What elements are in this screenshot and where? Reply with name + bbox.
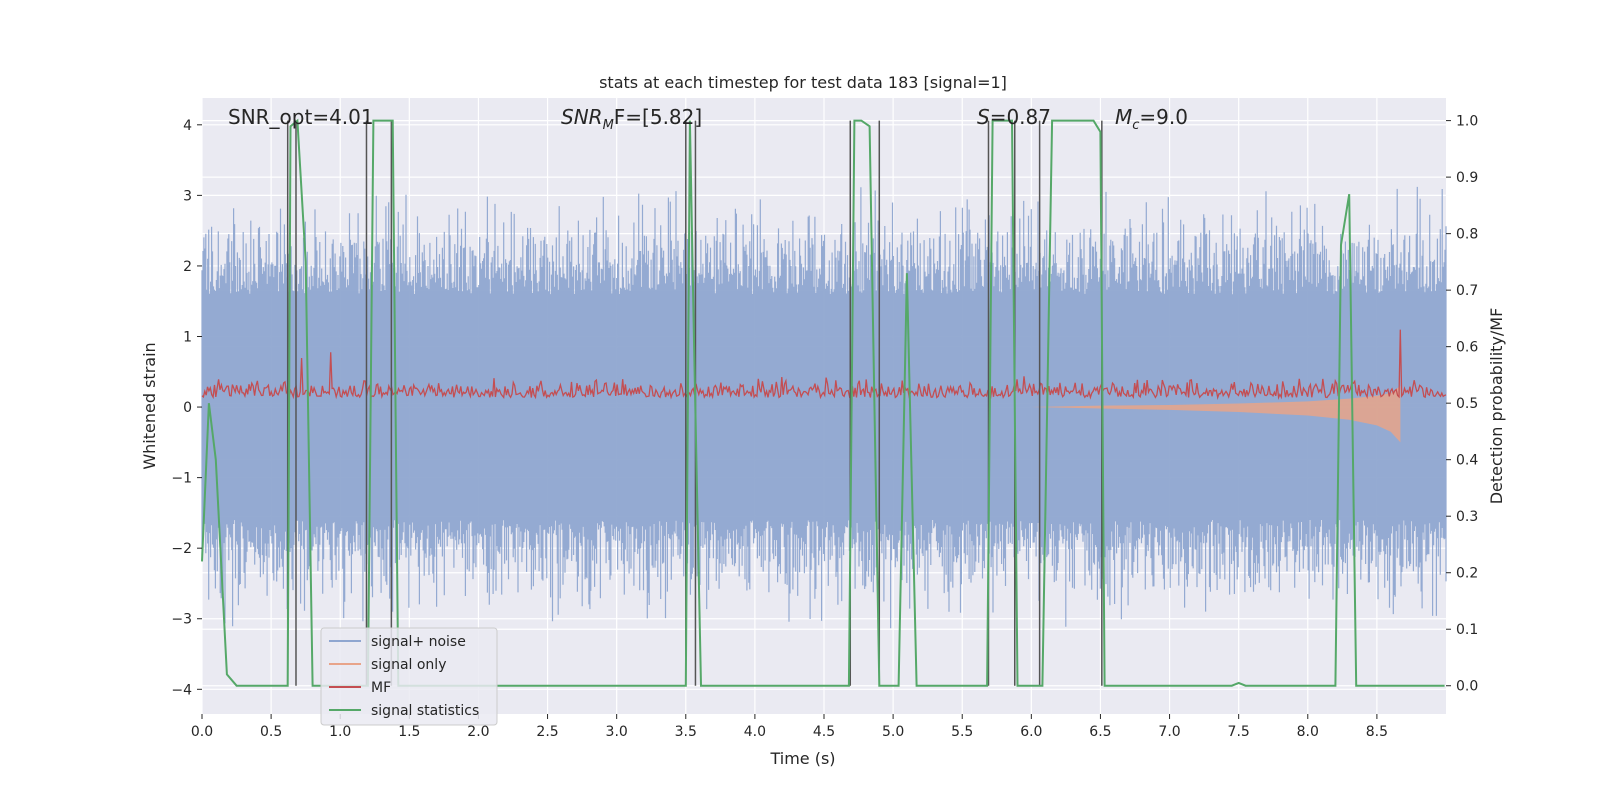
legend-label-signal-only: signal only xyxy=(371,657,446,673)
snr-mf-symbol: SNR xyxy=(561,105,603,129)
x-tick-label: 4.0 xyxy=(744,724,766,740)
y-right-tick-label: 0.1 xyxy=(1456,622,1478,638)
y-tick-label: 3 xyxy=(183,188,192,204)
series-mf xyxy=(201,329,1447,401)
snr-mf-subscript: M xyxy=(603,118,614,133)
mc-subscript: c xyxy=(1132,118,1139,133)
y-tick-label: 4 xyxy=(183,118,192,134)
x-tick-label: 0.5 xyxy=(260,724,282,740)
legend: signal+ noise signal only MF signal stat… xyxy=(320,627,498,726)
y-right-tick-label: 0.4 xyxy=(1456,453,1478,469)
s-annotation: S=0.87 xyxy=(977,105,1051,129)
x-tick-label: 2.0 xyxy=(467,724,489,740)
y-right-tick-label: 1.0 xyxy=(1456,114,1478,130)
y-right-tick-label: 0.0 xyxy=(1456,679,1478,695)
data-layer xyxy=(201,118,1447,687)
series-signal-only xyxy=(1031,385,1401,443)
legend-label-mf: MF xyxy=(371,680,391,696)
y-right-tick-label: 0.3 xyxy=(1456,509,1478,525)
series-signal-statistics xyxy=(201,118,1445,687)
y-right-tick-label: 0.8 xyxy=(1456,227,1478,243)
chart-title: stats at each timestep for test data 183… xyxy=(599,73,1007,92)
legend-label-signal-noise: signal+ noise xyxy=(371,634,466,650)
mc-value: =9.0 xyxy=(1139,105,1188,129)
x-tick-label: 7.5 xyxy=(1228,724,1250,740)
x-tick-label: 6.0 xyxy=(1020,724,1042,740)
legend-label-signal-statistics: signal statistics xyxy=(371,703,479,719)
y-tick-label: 0 xyxy=(183,400,192,416)
s-symbol: S xyxy=(977,105,990,129)
y-tick-label: −2 xyxy=(171,541,192,557)
y-right-tick-label: 0.2 xyxy=(1456,566,1478,582)
x-tick-label: 1.0 xyxy=(329,724,351,740)
y-right-tick-label: 0.7 xyxy=(1456,283,1478,299)
annotations: SNR_opt=4.01 SNRMF=[5.82] S=0.87 Mc=9.0 xyxy=(228,105,1188,133)
snr-opt-annotation: SNR_opt=4.01 xyxy=(228,105,374,129)
y-axis-right-label: Detection probability/MF xyxy=(1487,308,1506,505)
x-tick-label: 1.5 xyxy=(398,724,420,740)
x-tick-label: 2.5 xyxy=(536,724,558,740)
y-tick-label: −4 xyxy=(171,682,192,698)
s-value: =0.87 xyxy=(990,105,1051,129)
mc-annotation: Mc=9.0 xyxy=(1115,105,1188,133)
y-tick-label: 2 xyxy=(183,259,192,275)
y-tick-label: −3 xyxy=(171,612,192,628)
snr-mf-annotation: SNRMF=[5.82] xyxy=(561,105,702,133)
x-tick-label: 4.5 xyxy=(813,724,835,740)
x-tick-label: 3.5 xyxy=(675,724,697,740)
x-tick-label: 8.0 xyxy=(1297,724,1319,740)
y-axis-label: Whitened strain xyxy=(140,342,159,469)
x-tick-label: 0.0 xyxy=(191,724,213,740)
x-tick-label: 8.5 xyxy=(1366,724,1388,740)
x-tick-label: 5.5 xyxy=(951,724,973,740)
y-right-tick-label: 0.9 xyxy=(1456,170,1478,186)
axes-layer: 0.0 0.5 1.0 1.5 2.0 2.5 3.0 3.5 4.0 4.5 5.0 5.5 6.0 6… xyxy=(171,114,1478,740)
mc-symbol: M xyxy=(1115,105,1132,129)
x-tick-label: 6.5 xyxy=(1089,724,1111,740)
snr-mf-value: F=[5.82] xyxy=(614,105,702,129)
x-tick-label: 5.0 xyxy=(882,724,904,740)
y-tick-label: −1 xyxy=(171,471,192,487)
y-right-tick-label: 0.5 xyxy=(1456,396,1478,412)
legend-box xyxy=(320,627,498,726)
x-tick-label: 7.0 xyxy=(1158,724,1180,740)
x-axis-label: Time (s) xyxy=(769,749,835,768)
y-tick-label: 1 xyxy=(183,329,192,345)
x-tick-label: 3.0 xyxy=(606,724,628,740)
y-right-tick-label: 0.6 xyxy=(1456,340,1478,356)
